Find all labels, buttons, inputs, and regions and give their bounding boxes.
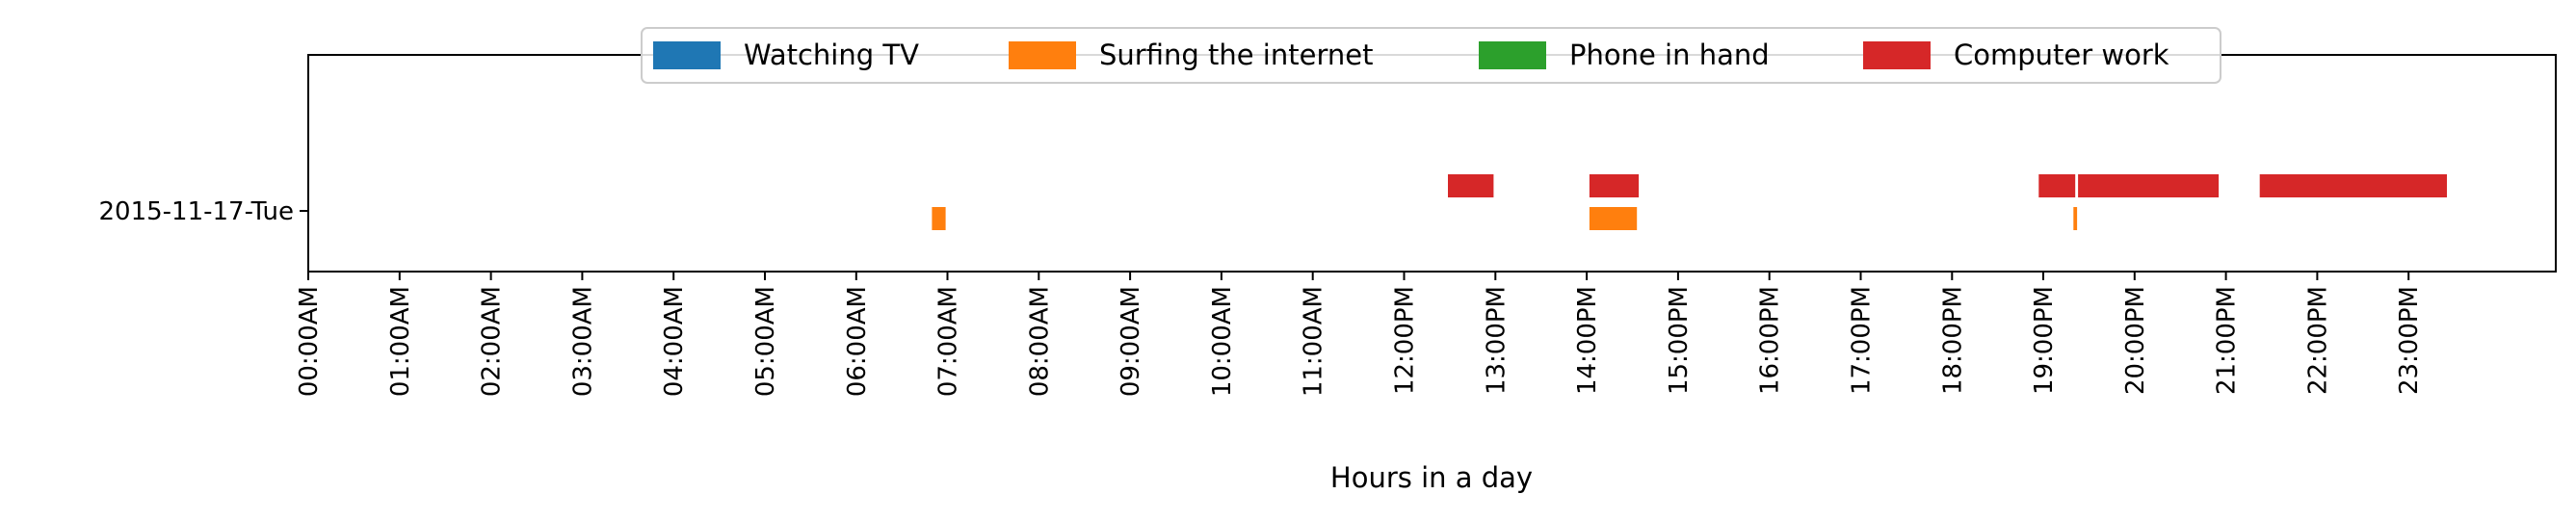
x-tick-label: 22:00PM <box>2303 286 2332 395</box>
bar-series-1-interval-1 <box>1589 207 1638 230</box>
bar-series-3-interval-2 <box>2038 174 2076 197</box>
legend-entry-label: Surfing the internet <box>1099 39 1373 71</box>
x-tick-label: 03:00AM <box>568 286 597 397</box>
bar-series-3-interval-3 <box>2078 174 2220 197</box>
bar-series-1-interval-2 <box>2073 207 2078 230</box>
x-tick-label: 13:00PM <box>1482 286 1511 395</box>
x-axis: 00:00AM 01:00AM 02:00AM 03:00AM 04:00AM 05:00… <box>295 272 2424 397</box>
legend-swatch <box>1479 41 1546 69</box>
x-tick-label: 12:00PM <box>1391 286 1420 395</box>
legend-swatch <box>1863 41 1931 69</box>
legend: Watching TV Surfing the internet Phone in … <box>641 27 2221 84</box>
bar-series-3-interval-0 <box>1448 174 1494 197</box>
legend-entry-label: Computer work <box>1954 39 2169 71</box>
bars-layer <box>932 174 2447 230</box>
x-tick-label: 14:00PM <box>1573 286 1602 395</box>
x-tick-label: 04:00AM <box>660 286 689 397</box>
x-tick-label: 10:00AM <box>1208 286 1237 397</box>
x-tick-label: 21:00PM <box>2213 286 2242 395</box>
legend-entry-label: Phone in hand <box>1569 39 1770 71</box>
x-tick-label: 19:00PM <box>2030 286 2059 395</box>
legend-swatch <box>653 41 721 69</box>
bar-series-1-interval-0 <box>932 207 946 230</box>
x-tick-label: 15:00PM <box>1665 286 1694 395</box>
x-tick-label: 18:00PM <box>1938 286 1967 395</box>
x-tick-label: 11:00AM <box>1300 286 1328 397</box>
x-axis-label: Hours in a day <box>1330 461 1533 494</box>
legend-swatch <box>1009 41 1076 69</box>
y-tick-label: 2015-11-17-Tue <box>98 197 294 226</box>
x-tick-label: 08:00AM <box>1025 286 1054 397</box>
x-tick-label: 02:00AM <box>478 286 507 397</box>
x-tick-label: 17:00PM <box>1848 286 1877 395</box>
bar-series-3-interval-1 <box>1589 174 1640 197</box>
y-axis: 2015-11-17-Tue <box>98 197 308 226</box>
plot-frame <box>307 54 2557 273</box>
x-tick-label: 01:00AM <box>386 286 415 397</box>
x-tick-label: 00:00AM <box>295 286 324 397</box>
x-tick-label: 06:00AM <box>843 286 872 397</box>
x-tick-label: 07:00AM <box>934 286 963 397</box>
x-tick-label: 05:00AM <box>751 286 780 397</box>
x-tick-label: 16:00PM <box>1756 286 1785 395</box>
legend-entry-label: Watching TV <box>744 39 919 71</box>
x-tick-label: 23:00PM <box>2395 286 2424 395</box>
x-tick-label: 20:00PM <box>2121 286 2150 395</box>
bar-series-3-interval-4 <box>2259 174 2447 197</box>
x-tick-label: 09:00AM <box>1117 286 1145 397</box>
